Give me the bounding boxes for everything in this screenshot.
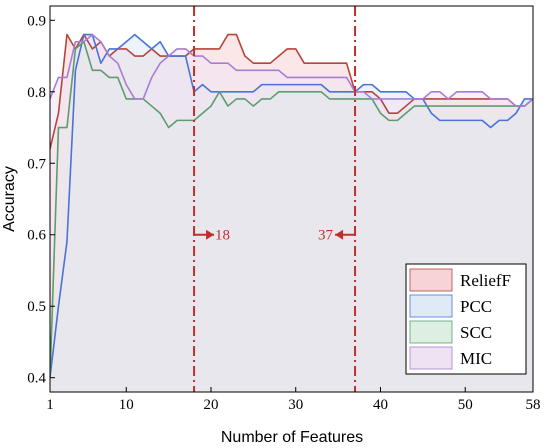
x-tick-label: 40	[373, 397, 388, 413]
series-line-scc	[50, 40, 533, 378]
x-tick-label: 58	[526, 397, 541, 413]
x-axis-title: Number of Features	[221, 429, 363, 446]
series-line-mic	[50, 33, 533, 107]
legend-swatch-scc	[409, 320, 453, 344]
axes: 1 10 20 30 40 50 58 0.4 0.5 0.6 0.7 0.8 0.9	[27, 13, 540, 413]
legend-swatch-relieff	[409, 268, 453, 292]
legend-swatch-pcc	[409, 294, 453, 318]
marker-label-18: 18	[215, 228, 230, 244]
legend-label-relieff: ReliefF	[460, 271, 511, 290]
y-axis-title: Accuracy	[1, 166, 18, 232]
legend-label-scc: SCC	[460, 323, 492, 342]
y-tick-label: 0.6	[27, 228, 46, 244]
x-tick-label: 50	[458, 397, 473, 413]
marker-label-37: 37	[318, 228, 334, 244]
legend: ReliefF PCC SCC MIC	[405, 263, 527, 375]
x-tick-label: 20	[204, 397, 219, 413]
marker-arrow-head-37	[335, 229, 344, 240]
legend-label-pcc: PCC	[460, 297, 492, 316]
plot-frame	[49, 5, 534, 393]
y-tick-label: 0.5	[27, 299, 46, 315]
series-line-relieff	[50, 33, 533, 150]
feature-markers: 18 37	[193, 6, 357, 392]
series-line-pcc	[50, 33, 533, 378]
marker-arrow-head-18	[206, 229, 215, 240]
series-lines	[50, 33, 533, 378]
y-tick-label: 0.4	[27, 371, 46, 387]
legend-swatch-mic	[409, 346, 453, 370]
x-tick-label: 1	[46, 397, 54, 413]
y-tick-label: 0.9	[27, 13, 46, 29]
legend-label-mic: MIC	[460, 349, 492, 368]
x-tick-label: 30	[288, 397, 303, 413]
y-tick-label: 0.7	[27, 156, 46, 172]
x-tick-label: 10	[119, 397, 134, 413]
y-tick-label: 0.8	[27, 85, 46, 101]
